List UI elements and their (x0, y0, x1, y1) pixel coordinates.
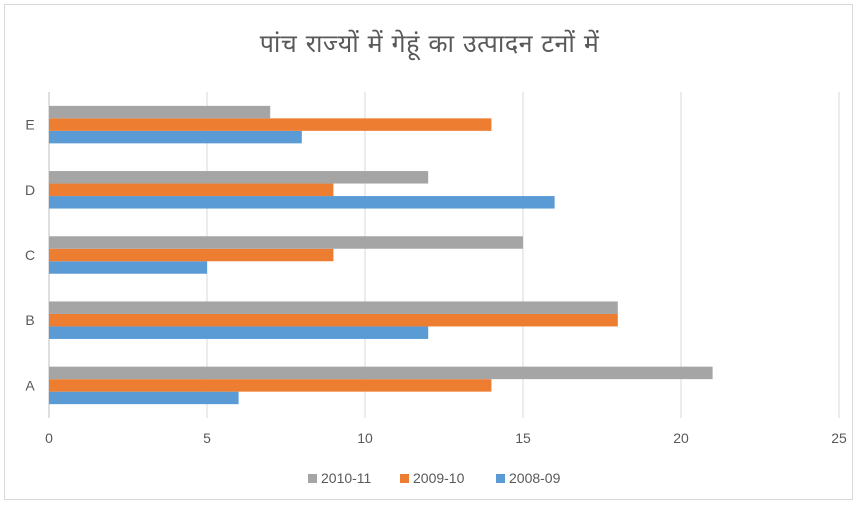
x-tick-15: 15 (515, 430, 531, 446)
x-tick-10: 10 (357, 430, 373, 446)
category-label-C: C (25, 247, 35, 263)
bar-C-2010-11 (49, 236, 523, 249)
x-tick-20: 20 (673, 430, 689, 446)
category-label-E: E (25, 117, 34, 133)
bar-C-2009-10 (49, 248, 334, 262)
category-labels: A B C D E (25, 117, 35, 394)
bar-E-2010-11 (49, 105, 271, 119)
legend-label-2009-10: 2009-10 (413, 470, 465, 486)
bar-D-2010-11 (49, 171, 429, 184)
bar-C-2008-09 (49, 261, 207, 274)
x-tick-25: 25 (831, 430, 847, 446)
bar-D-2009-10 (49, 183, 334, 197)
category-label-B: B (25, 312, 34, 328)
bar-E-2008-09 (49, 130, 302, 144)
bar-B-2008-09 (49, 326, 429, 339)
legend-label-2010-11: 2010-11 (321, 470, 372, 486)
bar-B-2010-11 (49, 301, 618, 314)
bars (49, 105, 713, 405)
bar-A-2008-09 (49, 391, 239, 405)
x-tick-labels: 0 5 10 15 20 25 (45, 430, 847, 446)
legend-swatch-2009-10 (400, 474, 409, 483)
bar-A-2009-10 (49, 379, 492, 392)
legend: 2010-11 2009-10 2008-09 (308, 470, 561, 486)
chart-title: पांच राज्यों में गेहूं का उत्पादन टनों म… (259, 29, 600, 58)
category-label-D: D (25, 182, 35, 198)
bar-A-2010-11 (49, 366, 713, 380)
bar-B-2009-10 (49, 313, 618, 327)
bar-D-2008-09 (49, 196, 555, 209)
x-tick-0: 0 (45, 430, 53, 446)
bar-E-2009-10 (49, 118, 492, 131)
legend-label-2008-09: 2008-09 (509, 470, 561, 486)
category-label-A: A (25, 377, 35, 393)
x-tick-5: 5 (203, 430, 211, 446)
legend-swatch-2010-11 (308, 474, 317, 483)
legend-swatch-2008-09 (496, 474, 505, 483)
